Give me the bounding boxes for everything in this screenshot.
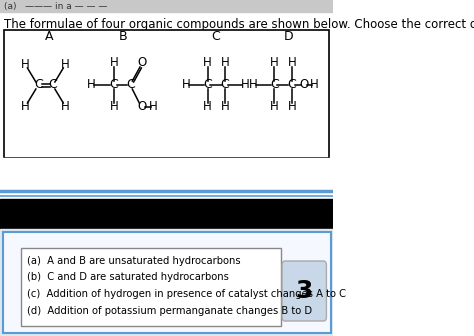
Text: H: H bbox=[203, 100, 212, 114]
Text: H: H bbox=[21, 58, 30, 72]
Text: A: A bbox=[45, 30, 54, 42]
Text: C: C bbox=[211, 30, 220, 42]
Text: H: H bbox=[87, 79, 96, 91]
Bar bbox=[3, 232, 331, 333]
Text: C: C bbox=[270, 79, 279, 91]
Text: D: D bbox=[283, 30, 293, 42]
Text: H: H bbox=[203, 56, 212, 70]
Text: O: O bbox=[137, 100, 147, 114]
Text: H: H bbox=[249, 79, 258, 91]
Text: H: H bbox=[221, 56, 229, 70]
Text: H: H bbox=[310, 79, 319, 91]
Text: (d)  Addition of potassium permanganate changes B to D: (d) Addition of potassium permanganate c… bbox=[27, 305, 312, 316]
Text: O: O bbox=[299, 79, 309, 91]
Bar bbox=[0, 229, 333, 336]
Text: H: H bbox=[270, 100, 279, 114]
Text: (c)  Addition of hydrogen in presence of catalyst changes A to C: (c) Addition of hydrogen in presence of … bbox=[27, 289, 346, 299]
Text: H: H bbox=[61, 58, 70, 72]
Text: H: H bbox=[61, 99, 70, 113]
Text: (b)  C and D are saturated hydrocarbons: (b) C and D are saturated hydrocarbons bbox=[27, 272, 228, 283]
Bar bbox=[0, 0, 333, 12]
Text: H: H bbox=[182, 79, 191, 91]
Bar bbox=[21, 248, 282, 326]
Bar bbox=[0, 199, 333, 229]
Text: (a)   ——— in a — — —: (a) ——— in a — — — bbox=[4, 1, 108, 10]
Text: H: H bbox=[221, 100, 229, 114]
Text: C: C bbox=[203, 79, 212, 91]
Text: C: C bbox=[48, 79, 57, 91]
Text: 3: 3 bbox=[295, 279, 312, 303]
Text: H: H bbox=[288, 56, 296, 70]
Text: H: H bbox=[109, 100, 118, 114]
Text: C: C bbox=[126, 79, 135, 91]
Text: H: H bbox=[149, 100, 158, 114]
Text: C: C bbox=[109, 79, 118, 91]
Text: H: H bbox=[240, 79, 249, 91]
Text: O: O bbox=[137, 56, 147, 70]
Text: C: C bbox=[221, 79, 229, 91]
FancyBboxPatch shape bbox=[282, 261, 327, 321]
Text: H: H bbox=[109, 56, 118, 70]
Text: H: H bbox=[288, 100, 296, 114]
Text: B: B bbox=[119, 30, 128, 42]
Bar bbox=[0, 158, 333, 193]
Text: H: H bbox=[270, 56, 279, 70]
Text: H: H bbox=[21, 99, 30, 113]
Text: The formulae of four organic compounds are shown below. Choose the correct optio: The formulae of four organic compounds a… bbox=[4, 18, 474, 31]
Text: C: C bbox=[34, 79, 43, 91]
Text: (a)  A and B are unsaturated hydrocarbons: (a) A and B are unsaturated hydrocarbons bbox=[27, 256, 240, 266]
Bar bbox=[4, 30, 329, 158]
Text: C: C bbox=[288, 79, 296, 91]
